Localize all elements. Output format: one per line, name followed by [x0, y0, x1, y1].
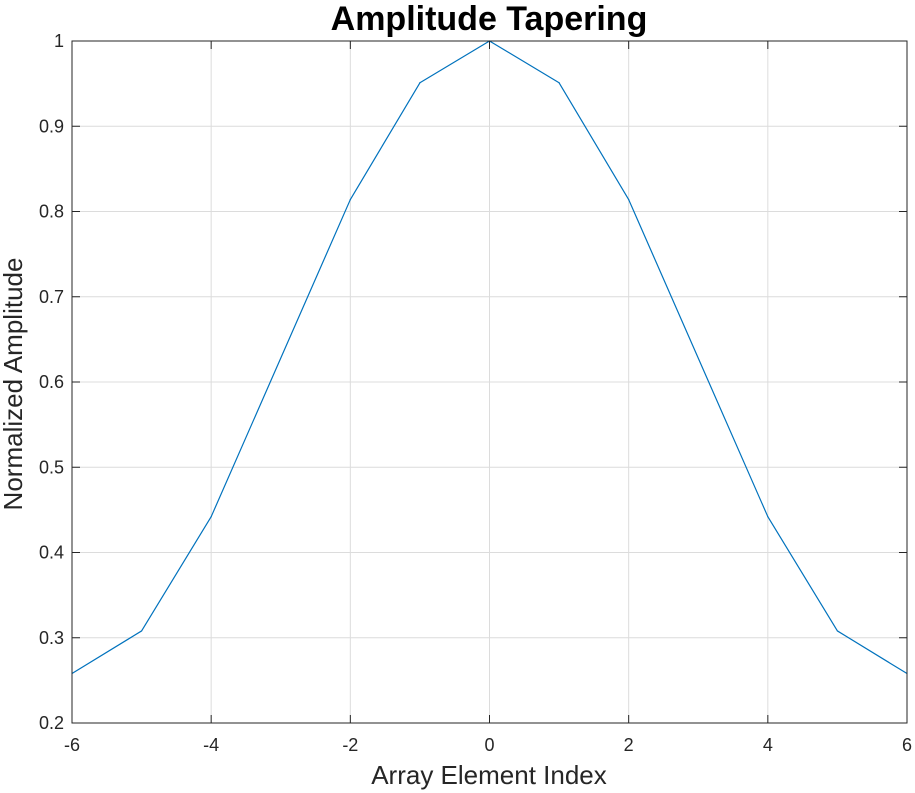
data-point [419, 82, 421, 84]
data-point [349, 198, 351, 201]
y-tick-label: 0.4 [39, 543, 64, 563]
data-point [210, 516, 212, 518]
x-tick-label: -4 [203, 735, 219, 755]
x-tick-label: -2 [342, 735, 358, 755]
y-tick-label: 0.7 [39, 287, 64, 307]
y-tick-label: 0.2 [39, 713, 64, 733]
grid-lines [72, 41, 907, 723]
data-point [836, 630, 839, 632]
y-tick-label: 1 [54, 31, 64, 51]
y-tick-label: 0.5 [39, 457, 64, 477]
tick-labels: -6 -4 -2 0 2 4 6 0.2 0.3 0.4 0.5 0.6 0.7 0.8 0.9 1 [39, 31, 912, 755]
x-tick-label: 2 [624, 735, 634, 755]
y-axis-label: Normalized Amplitude [0, 258, 28, 511]
data-point [628, 198, 630, 201]
tick-marks [71, 40, 908, 724]
chart-title: Amplitude Tapering [331, 0, 648, 38]
x-tick-label: -6 [64, 735, 80, 755]
x-tick-label: 6 [902, 735, 912, 755]
y-tick-label: 0.6 [39, 372, 64, 392]
data-point [558, 82, 560, 84]
x-axis-label: Array Element Index [371, 760, 607, 790]
data-point [140, 630, 143, 632]
data-point [767, 516, 769, 518]
y-tick-label: 0.8 [39, 202, 64, 222]
y-tick-label: 0.9 [39, 116, 64, 136]
y-tick-label: 0.3 [39, 628, 64, 648]
x-tick-label: 4 [763, 735, 773, 755]
x-tick-label: 0 [484, 735, 494, 755]
